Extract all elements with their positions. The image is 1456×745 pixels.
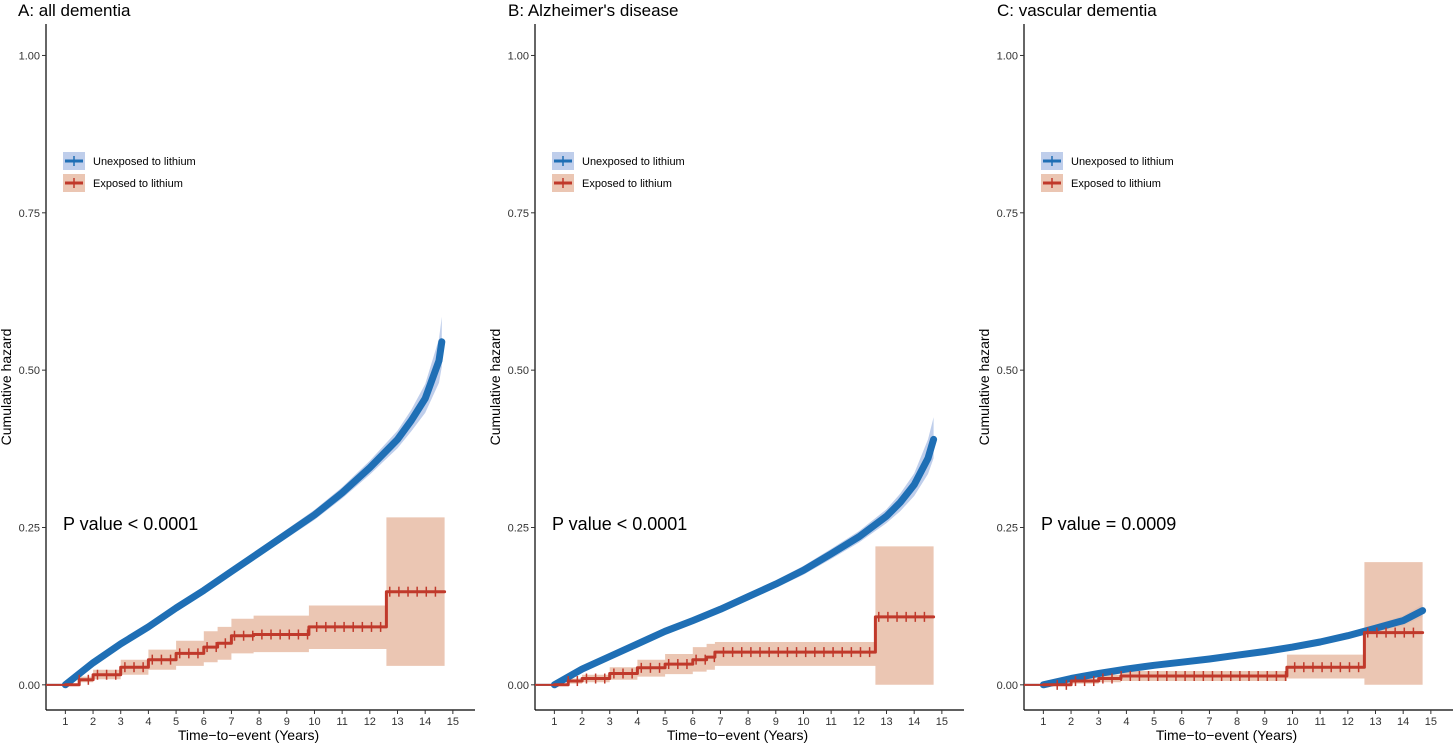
x-tick-label: 14 — [1397, 716, 1409, 728]
x-tick-label: 2 — [90, 716, 96, 728]
y-tick-label: 0.25 — [19, 522, 40, 534]
y-axis-title: Cumulative hazard — [0, 329, 14, 446]
panel-title: C: vascular dementia — [997, 1, 1157, 20]
y-tick-label: 0.00 — [997, 680, 1018, 692]
p-value-annotation: P value < 0.0001 — [552, 514, 687, 534]
x-tick-label: 6 — [690, 716, 696, 728]
y-tick-label: 0.75 — [997, 208, 1018, 220]
x-tick-label: 3 — [118, 716, 124, 728]
x-tick-label: 13 — [391, 716, 403, 728]
p-value-annotation: P value = 0.0009 — [1041, 514, 1176, 534]
y-tick-label: 1.00 — [508, 50, 529, 62]
panel-3: C: vascular dementia 0.00 0.25 0.50 0.75 1.00… — [976, 1, 1453, 743]
x-axis-title: Time−to−event (Years) — [1156, 727, 1297, 743]
x-tick-label: 2 — [1068, 716, 1074, 728]
x-tick-label: 8 — [745, 716, 751, 728]
x-tick-label: 15 — [936, 716, 948, 728]
x-tick-label: 5 — [173, 716, 179, 728]
x-tick-label: 15 — [1425, 716, 1437, 728]
x-axis-title: Time−to−event (Years) — [178, 727, 319, 743]
panel-title: A: all dementia — [18, 1, 131, 20]
x-tick-label: 10 — [797, 716, 809, 728]
y-tick-label: 0.75 — [19, 208, 40, 220]
legend-label: Exposed to lithium — [1071, 178, 1161, 190]
unexposed-curve — [1039, 607, 1427, 689]
x-tick-label: 4 — [634, 716, 640, 728]
x-tick-label: 14 — [419, 716, 431, 728]
x-tick-label: 13 — [880, 716, 892, 728]
x-tick-label: 14 — [908, 716, 920, 728]
x-tick-label: 7 — [1206, 716, 1212, 728]
exposed-ci-band — [65, 517, 445, 685]
legend-label: Unexposed to lithium — [93, 156, 196, 168]
x-tick-label: 1 — [62, 716, 68, 728]
x-tick-label: 10 — [1286, 716, 1298, 728]
p-value-annotation: P value < 0.0001 — [63, 514, 198, 534]
legend-label: Exposed to lithium — [582, 178, 672, 190]
y-tick-label: 0.25 — [997, 522, 1018, 534]
y-tick-label: 0.00 — [508, 680, 529, 692]
x-tick-label: 5 — [662, 716, 668, 728]
x-tick-label: 6 — [201, 716, 207, 728]
x-tick-label: 9 — [1262, 716, 1268, 728]
x-tick-label: 1 — [1040, 716, 1046, 728]
x-tick-label: 11 — [336, 716, 347, 728]
panel-2: B: Alzheimer's disease 0.00 0.25 0.50 0.75 1.… — [487, 1, 964, 743]
x-tick-label: 11 — [1314, 716, 1325, 728]
exposed-ci-band — [554, 546, 934, 685]
x-tick-label: 12 — [364, 716, 376, 728]
exposed-curve — [63, 590, 447, 687]
x-tick-label: 9 — [284, 716, 290, 728]
y-tick-label: 0.00 — [19, 680, 40, 692]
y-tick-label: 0.50 — [997, 365, 1018, 377]
x-tick-label: 8 — [1234, 716, 1240, 728]
x-tick-label: 3 — [607, 716, 613, 728]
x-tick-label: 10 — [308, 716, 320, 728]
x-tick-label: 13 — [1369, 716, 1381, 728]
x-axis-title: Time−to−event (Years) — [667, 727, 808, 743]
x-tick-label: 1 — [551, 716, 557, 728]
y-tick-label: 1.00 — [19, 50, 40, 62]
x-tick-label: 8 — [256, 716, 262, 728]
legend-label: Unexposed to lithium — [1071, 156, 1174, 168]
legend-label: Exposed to lithium — [93, 178, 183, 190]
y-axis-title: Cumulative hazard — [487, 329, 503, 446]
x-tick-label: 5 — [1151, 716, 1157, 728]
y-tick-label: 0.50 — [19, 365, 40, 377]
panel-title: B: Alzheimer's disease — [508, 1, 679, 20]
x-tick-label: 15 — [447, 716, 459, 728]
y-tick-label: 0.25 — [508, 522, 529, 534]
x-tick-label: 11 — [825, 716, 836, 728]
x-tick-label: 6 — [1179, 716, 1185, 728]
x-tick-label: 7 — [717, 716, 723, 728]
exposed-ci-band — [1043, 562, 1423, 685]
x-tick-label: 7 — [228, 716, 234, 728]
x-tick-label: 4 — [1123, 716, 1129, 728]
legend-label: Unexposed to lithium — [582, 156, 685, 168]
y-tick-label: 1.00 — [997, 50, 1018, 62]
x-tick-label: 2 — [579, 716, 585, 728]
y-tick-label: 0.50 — [508, 365, 529, 377]
y-axis-title: Cumulative hazard — [976, 329, 992, 446]
unexposed-curve — [550, 435, 938, 689]
unexposed-curve — [61, 338, 446, 689]
x-tick-label: 9 — [773, 716, 779, 728]
x-tick-label: 12 — [1342, 716, 1354, 728]
x-tick-label: 12 — [853, 716, 865, 728]
y-tick-label: 0.75 — [508, 208, 529, 220]
x-tick-label: 3 — [1096, 716, 1102, 728]
x-tick-label: 4 — [145, 716, 151, 728]
